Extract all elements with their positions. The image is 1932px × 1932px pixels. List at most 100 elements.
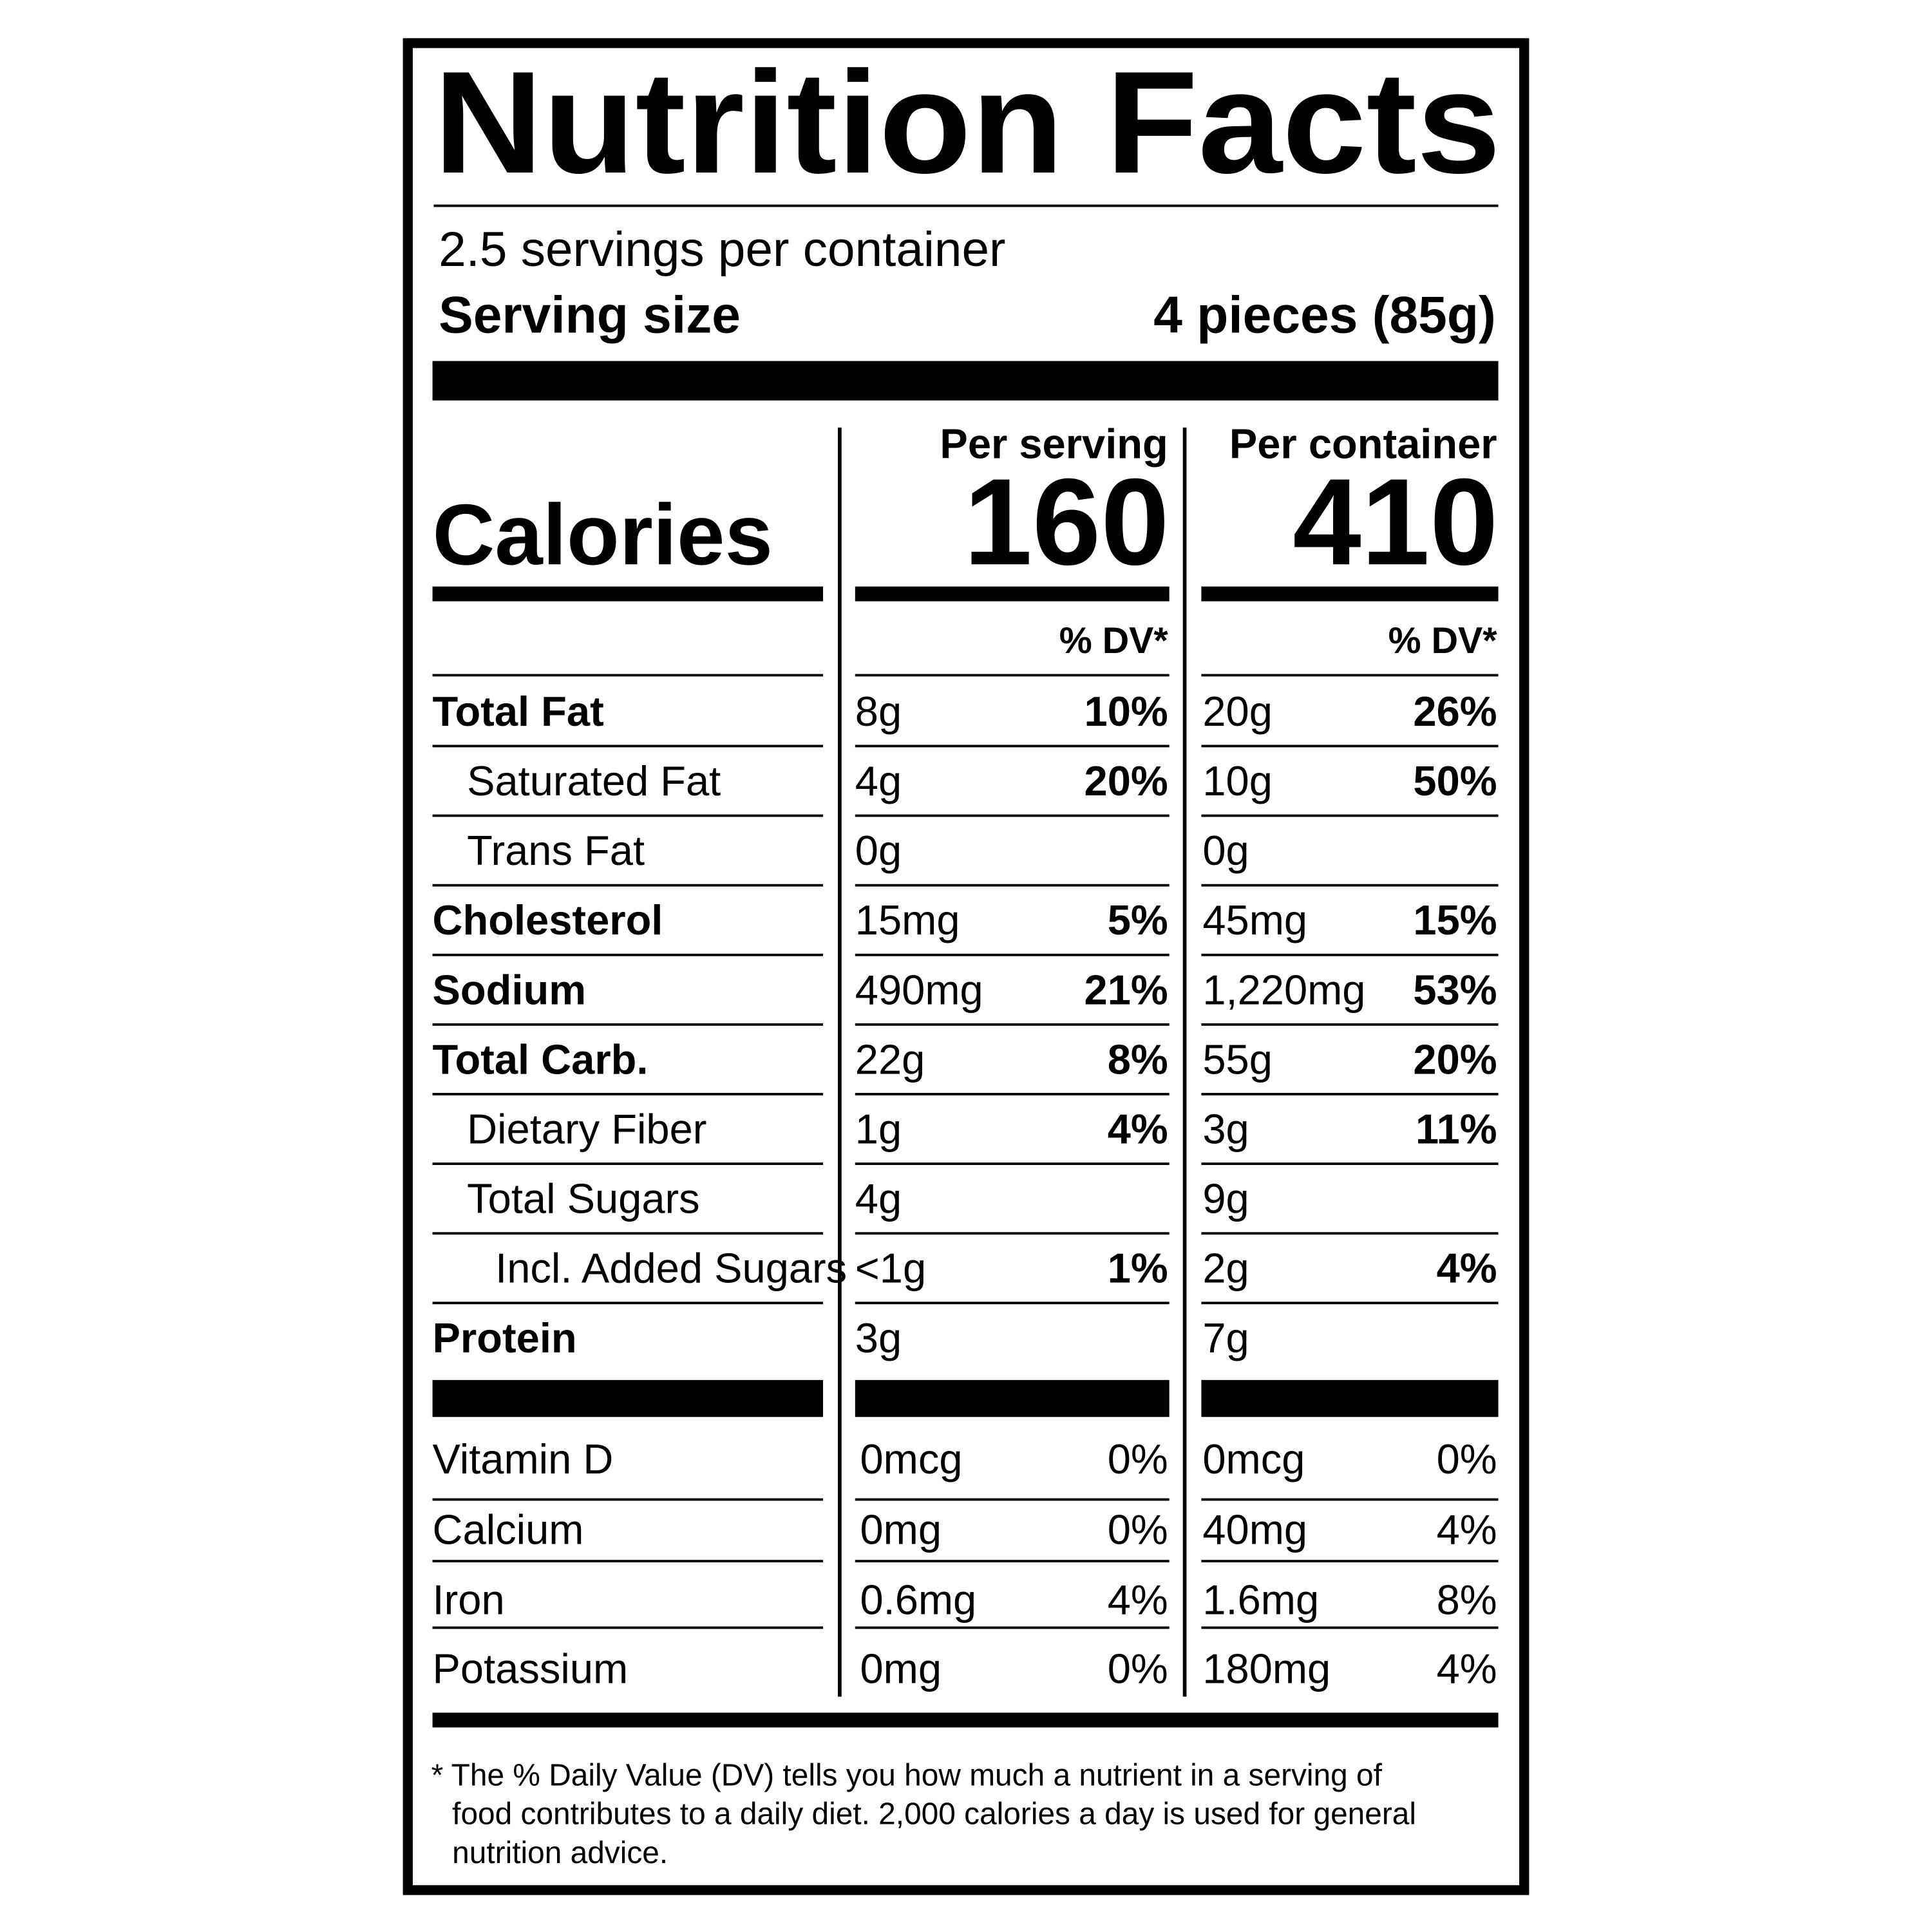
vitamin-dv: 0% — [1108, 1506, 1168, 1553]
rule — [1201, 1626, 1499, 1629]
nutrient-dv: 10% — [1084, 688, 1168, 735]
footnote: nutrition advice. — [452, 1836, 668, 1870]
title: Nutrition Facts — [433, 41, 1501, 204]
vitamin-name: Calcium — [433, 1506, 584, 1553]
nutrient-name: Saturated Fat — [467, 757, 721, 804]
rule — [1201, 1560, 1499, 1563]
rule — [855, 1093, 1170, 1095]
vitamin-dv: 4% — [1108, 1576, 1168, 1623]
rule — [855, 744, 1170, 748]
dv-header: % DV* — [1388, 620, 1498, 661]
rule — [1201, 814, 1499, 817]
calories-value: 410 — [1293, 453, 1498, 591]
rule — [432, 1626, 824, 1629]
rule — [432, 1498, 824, 1501]
vitamin-amount: 180mg — [1202, 1645, 1331, 1692]
vitamin-dv: 0% — [1437, 1435, 1497, 1482]
calories-label: Calories — [433, 487, 773, 583]
nutrient-name: Trans Fat — [467, 827, 645, 874]
nutrient-dv: 4% — [1108, 1106, 1168, 1153]
nutrient-dv: 20% — [1413, 1036, 1497, 1083]
nutrient-name: Dietary Fiber — [467, 1106, 706, 1153]
rule — [1201, 1302, 1499, 1305]
nutrient-dv: 50% — [1413, 757, 1497, 804]
nutrient-dv: 1% — [1108, 1245, 1168, 1292]
thick-bar — [855, 1379, 1170, 1417]
nutrient-amount: 3g — [855, 1314, 902, 1361]
nutrient-name: Protein — [433, 1314, 577, 1361]
nutrient-amount: 3g — [1202, 1106, 1249, 1153]
nutrient-amount: 55g — [1202, 1036, 1273, 1083]
rule — [432, 953, 824, 956]
rule — [432, 1302, 824, 1305]
rule — [855, 1162, 1170, 1165]
rule — [855, 674, 1170, 677]
vitamin-amount: 0mg — [860, 1506, 942, 1553]
rule — [855, 1560, 1170, 1563]
nutrient-amount: 7g — [1202, 1314, 1249, 1361]
rule — [432, 1162, 824, 1165]
vitamin-amount: 1.6mg — [1202, 1576, 1319, 1623]
rule — [1201, 1498, 1499, 1501]
vitamin-dv: 8% — [1437, 1576, 1497, 1623]
rule — [855, 1023, 1170, 1026]
nutrient-amount: 490mg — [855, 966, 983, 1013]
rule — [855, 814, 1170, 817]
rule — [432, 1093, 824, 1095]
nutrient-amount: 4g — [855, 757, 902, 804]
vitamin-dv: 0% — [1108, 1435, 1168, 1482]
nutrient-dv: 15% — [1413, 896, 1497, 943]
vitamin-dv: 0% — [1108, 1645, 1168, 1692]
nutrient-dv: 26% — [1413, 688, 1497, 735]
nutrient-amount: 22g — [855, 1036, 925, 1083]
rule — [1201, 674, 1499, 677]
nutrient-name: Sodium — [433, 966, 587, 1013]
nutrient-amount: <1g — [855, 1245, 926, 1292]
nutrient-name: Incl. Added Sugars — [495, 1245, 847, 1292]
thick-rule — [855, 586, 1170, 601]
footnote: food contributes to a daily diet. 2,000 … — [452, 1797, 1416, 1832]
calories-value: 160 — [963, 453, 1169, 591]
footnote: * The % Daily Value (DV) tells you how m… — [431, 1758, 1383, 1792]
rule — [433, 204, 1499, 207]
thick-rule — [432, 586, 824, 601]
nutrient-dv: 53% — [1413, 966, 1497, 1013]
vitamin-name: Iron — [433, 1576, 505, 1623]
dv-header: % DV* — [1059, 620, 1169, 661]
rule — [432, 744, 824, 748]
nutrient-dv: 21% — [1084, 966, 1168, 1013]
nutrient-amount: 0g — [855, 827, 902, 874]
nutrient-name: Cholesterol — [433, 896, 663, 943]
thick-bar — [432, 1712, 1499, 1728]
nutrient-amount: 15mg — [855, 896, 960, 943]
nutrient-amount: 1,220mg — [1202, 966, 1365, 1013]
vitamin-amount: 40mg — [1202, 1506, 1307, 1553]
vitamin-amount: 0mg — [860, 1645, 942, 1692]
column-divider — [1182, 427, 1187, 1697]
label-border — [402, 38, 1530, 1895]
thick-bar — [432, 361, 1499, 401]
rule — [855, 1498, 1170, 1501]
nutrient-amount: 2g — [1202, 1245, 1249, 1292]
thick-bar — [432, 1379, 824, 1417]
rule — [1201, 953, 1499, 956]
nutrient-dv: 20% — [1084, 757, 1168, 804]
rule — [1201, 884, 1499, 887]
vitamin-dv: 4% — [1437, 1645, 1497, 1692]
rule — [432, 1232, 824, 1235]
thick-rule — [1201, 586, 1499, 601]
column-divider — [838, 427, 842, 1697]
rule — [855, 953, 1170, 956]
thick-bar — [1201, 1379, 1499, 1417]
nutrient-dv: 8% — [1108, 1036, 1168, 1083]
rule — [855, 884, 1170, 887]
vitamin-name: Vitamin D — [433, 1435, 614, 1482]
rule — [1201, 744, 1499, 748]
rule — [1201, 1023, 1499, 1026]
nutrient-amount: 10g — [1202, 757, 1273, 804]
nutrient-name: Total Fat — [433, 688, 604, 735]
nutrient-amount: 20g — [1202, 688, 1273, 735]
rule — [1201, 1162, 1499, 1165]
